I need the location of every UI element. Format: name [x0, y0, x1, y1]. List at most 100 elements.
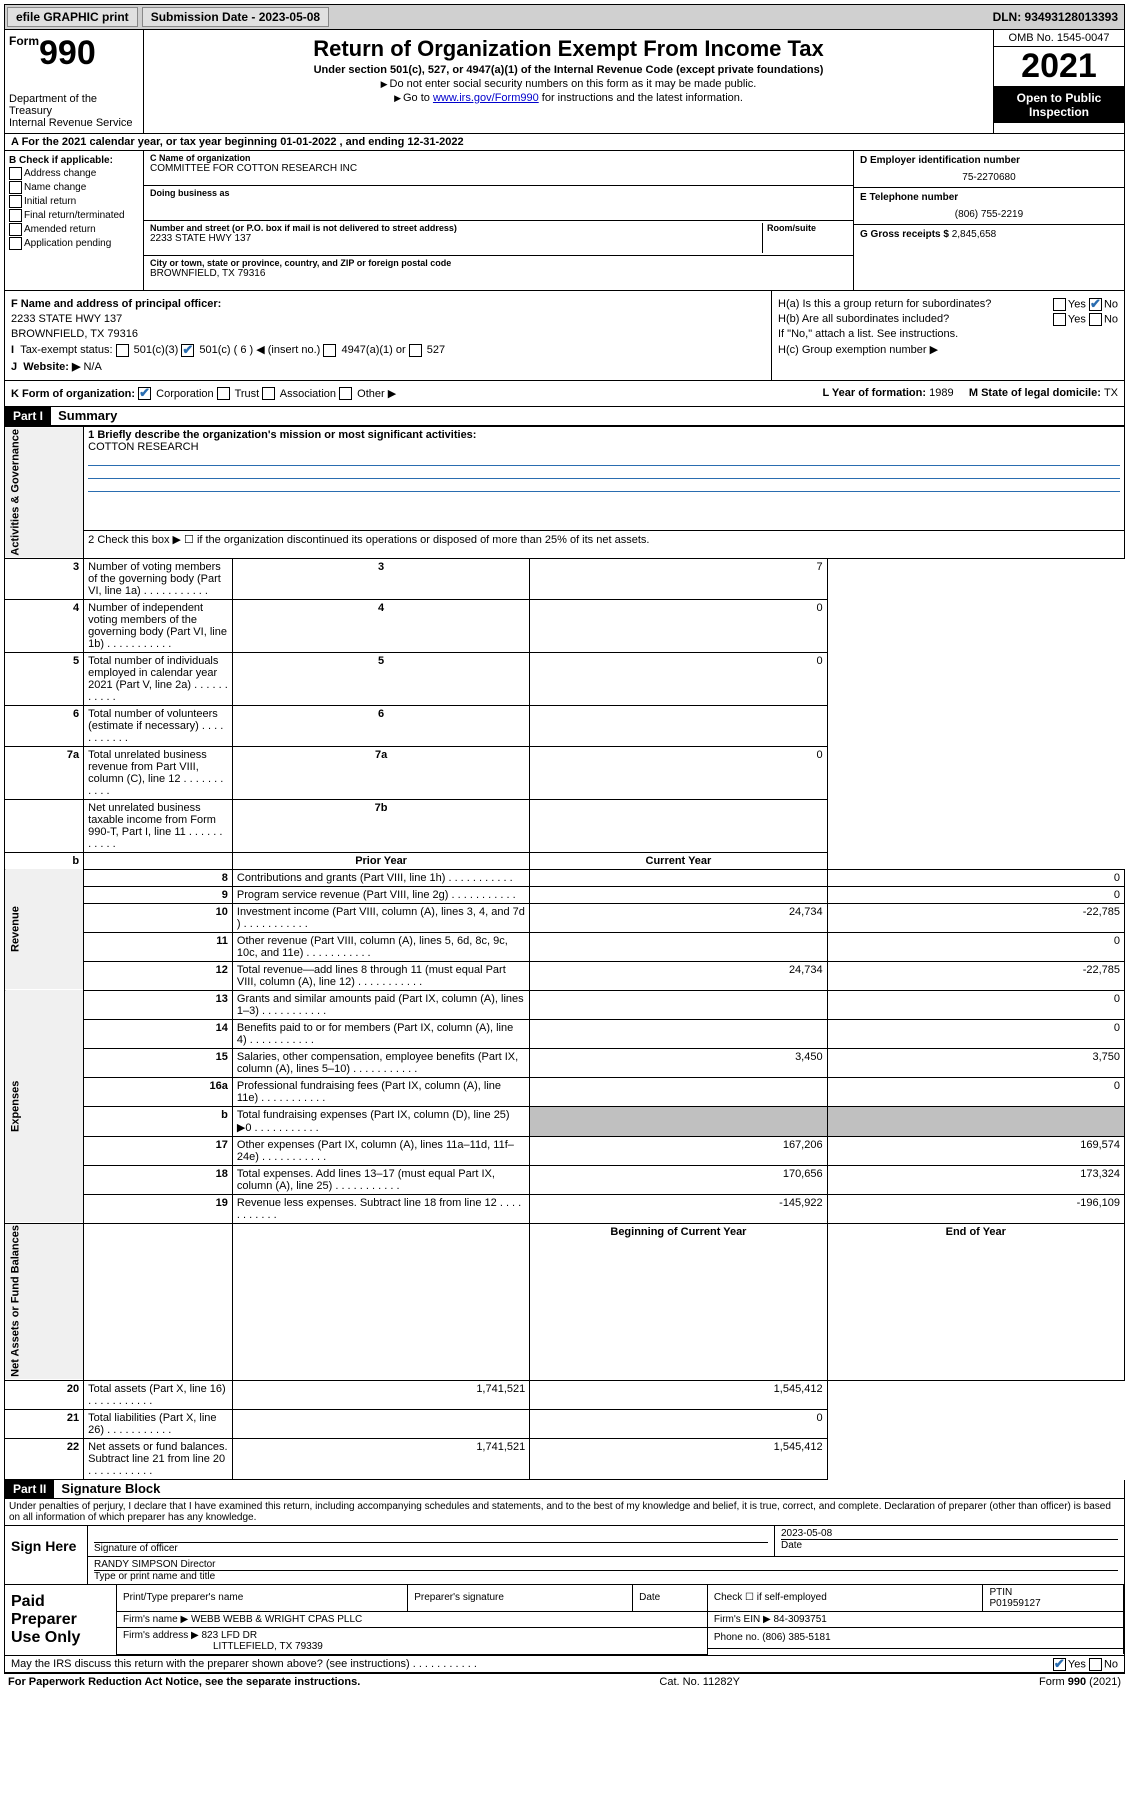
header: Form990 Department of the Treasury Inter… [4, 30, 1125, 134]
table-row: Expenses13Grants and similar amounts pai… [5, 990, 1125, 1019]
table-row: 17Other expenses (Part IX, column (A), l… [5, 1136, 1125, 1165]
table-row: 6Total number of volunteers (estimate if… [5, 705, 1125, 746]
firm-phone: Phone no. (806) 385-5181 [707, 1627, 1123, 1648]
part2-title: Signature Block [61, 1481, 160, 1496]
ein-value: 75-2270680 [860, 172, 1118, 183]
table-row: 5Total number of individuals employed in… [5, 652, 1125, 705]
chk-name[interactable]: Name change [9, 181, 139, 194]
irs-label: Internal Revenue Service [9, 117, 139, 129]
k-form-org: K Form of organization: Corporation Trus… [11, 387, 396, 401]
tab-expenses: Expenses [5, 990, 84, 1223]
table-row: bTotal fundraising expenses (Part IX, co… [5, 1106, 1125, 1136]
table-row: 4Number of independent voting members of… [5, 599, 1125, 652]
table-row: 18Total expenses. Add lines 13–17 (must … [5, 1165, 1125, 1194]
hdr-beg: Beginning of Current Year [530, 1223, 827, 1380]
d-ein: D Employer identification number 75-2270… [854, 151, 1124, 188]
chk-amended[interactable]: Amended return [9, 223, 139, 236]
g-gross: G Gross receipts $ 2,845,658 [854, 225, 1124, 244]
discuss-yes[interactable] [1053, 1658, 1066, 1671]
ha-no[interactable] [1089, 298, 1102, 311]
c-city: City or town, state or province, country… [144, 256, 853, 290]
tax-year: 2021 [994, 47, 1124, 87]
paid-h4: Check ☐ if self-employed [707, 1585, 983, 1612]
fj-right: H(a) Is this a group return for subordin… [771, 291, 1124, 380]
fj-left: F Name and address of principal officer:… [5, 291, 771, 380]
f-addr1: 2233 STATE HWY 137 [11, 313, 765, 325]
e-phone: E Telephone number (806) 755-2219 [854, 188, 1124, 225]
topbar: efile GRAPHIC print Submission Date - 20… [4, 4, 1125, 30]
table-row: Revenue8Contributions and grants (Part V… [5, 869, 1125, 886]
table-row: 9Program service revenue (Part VIII, lin… [5, 886, 1125, 903]
table-row: 11Other revenue (Part VIII, column (A), … [5, 932, 1125, 961]
phone-value: (806) 755-2219 [860, 209, 1118, 220]
chk-501c[interactable] [181, 344, 194, 357]
line1: 1 Briefly describe the organization's mi… [84, 427, 1125, 531]
tab-activities: Activities & Governance [5, 427, 84, 559]
mission-text: COTTON RESEARCH [88, 441, 198, 453]
i-status: I Tax-exempt status: 501(c)(3) 501(c) ( … [11, 343, 765, 357]
table-row: 10Investment income (Part VIII, column (… [5, 903, 1125, 932]
sig-officer: Signature of officer [87, 1526, 774, 1556]
col-b: B Check if applicable: Address change Na… [5, 151, 144, 290]
block-bcd: B Check if applicable: Address change Na… [4, 151, 1125, 291]
tab-revenue: Revenue [5, 869, 84, 990]
line2: 2 Check this box ▶ ☐ if the organization… [84, 531, 1125, 559]
row-a-taxyear: A For the 2021 calendar year, or tax yea… [4, 134, 1125, 151]
hdr-prior: Prior Year [232, 852, 529, 869]
paid-h1: Print/Type preparer's name [117, 1585, 408, 1612]
chk-initial[interactable]: Initial return [9, 195, 139, 208]
hc-line: H(c) Group exemption number ▶ [778, 343, 1118, 356]
sign-here-label: Sign Here [5, 1526, 87, 1584]
note-ssn: Do not enter social security numbers on … [152, 78, 985, 90]
org-street: 2233 STATE HWY 137 [150, 233, 762, 244]
chk-pending[interactable]: Application pending [9, 237, 139, 250]
hb-note: If "No," attach a list. See instructions… [778, 328, 1118, 340]
org-city: BROWNFIELD, TX 79316 [150, 268, 847, 279]
firm-addr: Firm's address ▶ 823 LFD DR LITTLEFIELD,… [117, 1627, 707, 1654]
omb-number: OMB No. 1545-0047 [994, 30, 1124, 47]
cat-no: Cat. No. 11282Y [659, 1676, 740, 1688]
sig-date: 2023-05-08 Date [774, 1526, 1124, 1556]
f-addr2: BROWNFIELD, TX 79316 [11, 328, 765, 340]
k-corp[interactable] [138, 387, 151, 400]
chk-address[interactable]: Address change [9, 167, 139, 180]
table-row: 19Revenue less expenses. Subtract line 1… [5, 1194, 1125, 1223]
header-right: OMB No. 1545-0047 2021 Open to Public In… [993, 30, 1124, 133]
c-name: C Name of organization COMMITTEE FOR COT… [144, 151, 853, 186]
j-website: J Website: ▶ N/A [11, 360, 765, 373]
c-dba: Doing business as [144, 186, 853, 221]
table-row: 14Benefits paid to or for members (Part … [5, 1019, 1125, 1048]
form-title: Return of Organization Exempt From Incom… [152, 36, 985, 62]
b-label: B Check if applicable: [9, 155, 139, 166]
part1-hdr: Part I [5, 407, 51, 425]
part1-title: Summary [58, 408, 117, 423]
table-row: 22Net assets or fund balances. Subtract … [5, 1438, 1125, 1479]
col-d: D Employer identification number 75-2270… [853, 151, 1124, 290]
irs-link[interactable]: www.irs.gov/Form990 [433, 92, 539, 104]
sig-name: RANDY SIMPSON Director Type or print nam… [87, 1557, 1124, 1584]
dln-label: DLN: 93493128013393 [993, 10, 1124, 24]
paid-label: Paid Preparer Use Only [5, 1585, 117, 1655]
dept-label: Department of the Treasury [9, 93, 139, 117]
hb-line: H(b) Are all subordinates included? Yes … [778, 313, 1118, 325]
discuss-row: May the IRS discuss this return with the… [4, 1656, 1125, 1673]
part2-bar: Part II Signature Block [4, 1480, 1125, 1499]
firm-ein: Firm's EIN ▶ 84-3093751 [707, 1611, 1123, 1627]
table-row: 21Total liabilities (Part X, line 26)0 [5, 1409, 1125, 1438]
block-k: K Form of organization: Corporation Trus… [4, 381, 1125, 408]
chk-final[interactable]: Final return/terminated [9, 209, 139, 222]
col-c: C Name of organization COMMITTEE FOR COT… [144, 151, 853, 290]
hdr-curr: Current Year [530, 852, 827, 869]
paperwork: For Paperwork Reduction Act Notice, see … [8, 1676, 360, 1688]
f-label: F Name and address of principal officer: [11, 298, 221, 310]
submission-button[interactable]: Submission Date - 2023-05-08 [142, 7, 329, 27]
table-row: 3Number of voting members of the governi… [5, 558, 1125, 599]
penalty-text: Under penalties of perjury, I declare th… [4, 1499, 1125, 1526]
table-row: Net unrelated business taxable income fr… [5, 799, 1125, 852]
header-mid: Return of Organization Exempt From Incom… [144, 30, 993, 133]
org-name: COMMITTEE FOR COTTON RESEARCH INC [150, 163, 847, 174]
table-row: 12Total revenue—add lines 8 through 11 (… [5, 961, 1125, 990]
lm-block: L Year of formation: 1989 M State of leg… [823, 387, 1118, 401]
summary-table: Activities & Governance 1 Briefly descri… [4, 426, 1125, 1479]
efile-button[interactable]: efile GRAPHIC print [7, 7, 138, 27]
